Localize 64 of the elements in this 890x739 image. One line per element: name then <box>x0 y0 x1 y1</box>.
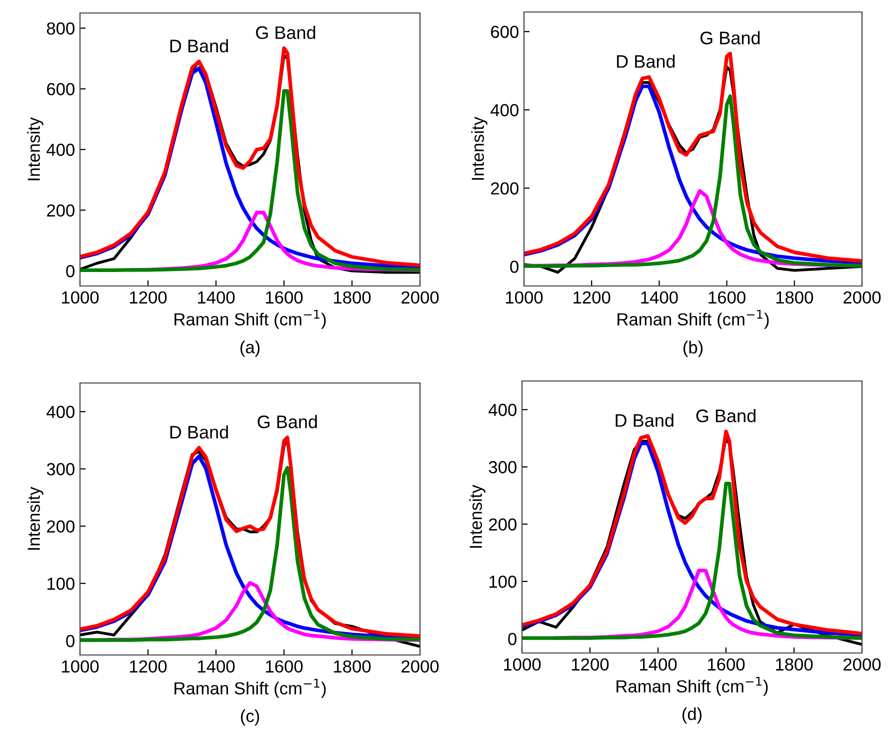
x-tick-label: 1000 <box>62 291 99 304</box>
x-tick-label: 1600 <box>266 660 303 673</box>
text: (d) <box>682 707 702 724</box>
text: (c) <box>240 709 260 726</box>
y-tick-label: 0 <box>66 265 74 278</box>
y-tick-label: 300 <box>46 463 74 476</box>
y-tick-label: 100 <box>490 576 516 588</box>
text: (b) <box>683 340 703 357</box>
x-tick-label: 2000 <box>844 291 881 304</box>
x-tick-label: 1200 <box>574 291 610 304</box>
annotation: G Band <box>700 31 760 44</box>
x-axis-title: Raman Shift (cm$^{−1}$) <box>174 310 326 329</box>
x-tick-label: 1000 <box>504 658 541 671</box>
x-tick-label: 1400 <box>198 291 235 304</box>
x-tick-label: 1600 <box>266 291 303 304</box>
annotation: D Band <box>617 54 675 68</box>
x-tick-label: 2000 <box>402 660 439 673</box>
x-tick-label: 1000 <box>62 660 99 673</box>
y-tick-label: 200 <box>491 182 518 195</box>
y-tick-label: 400 <box>46 406 74 418</box>
y-axis-title: Intensity <box>469 484 486 548</box>
annotation: D Band <box>170 425 228 439</box>
y-tick-label: 600 <box>491 26 518 38</box>
x-tick-label: 1200 <box>572 658 609 671</box>
y-tick-label: 400 <box>46 144 74 156</box>
x-tick-label: 1400 <box>198 660 235 673</box>
x-tick-label: 1800 <box>334 291 371 304</box>
x-axis-title: Raman Shift (cm$^{−1}$) <box>618 310 769 329</box>
x-tick-label: 1600 <box>708 291 746 304</box>
y-tick-label: 200 <box>47 204 74 217</box>
x-tick-label: 1800 <box>776 658 813 671</box>
x-tick-label: 1600 <box>708 658 745 671</box>
x-axis-title: Raman Shift (cm$^{−1}$) <box>616 676 768 696</box>
x-tick-label: 1800 <box>776 291 814 304</box>
y-tick-label: 600 <box>47 83 74 96</box>
y-axis-title: Intensity <box>27 117 44 180</box>
y-tick-label: 0 <box>510 260 518 273</box>
y-tick-label: 0 <box>508 632 516 646</box>
y-tick-label: 100 <box>48 578 74 590</box>
annotation: G Band <box>256 26 316 40</box>
annotation: D Band <box>616 414 674 427</box>
y-tick-label: 300 <box>488 461 516 474</box>
y-tick-label: 400 <box>488 404 516 416</box>
y-tick-label: 200 <box>489 518 516 531</box>
y-tick-label: 200 <box>47 520 74 533</box>
x-tick-label: 1200 <box>130 291 167 304</box>
y-tick-label: 400 <box>490 104 518 116</box>
x-tick-label: 1400 <box>641 291 678 304</box>
x-tick-label: 1000 <box>506 291 543 304</box>
annotation: G Band <box>258 415 317 428</box>
text: (a) <box>240 340 260 357</box>
x-tick-label: 2000 <box>402 291 439 304</box>
y-tick-label: 0 <box>66 634 74 648</box>
annotation: D Band <box>170 39 228 52</box>
x-axis-title: Raman Shift (cm$^{−1}$) <box>174 678 326 698</box>
annotation: G Band <box>696 409 756 422</box>
y-tick-label: 800 <box>46 22 74 35</box>
y-axis-title: Intensity <box>27 486 44 550</box>
line-series <box>522 482 862 640</box>
x-tick-label: 1200 <box>130 660 167 673</box>
y-axis-title: Intensity <box>471 116 488 180</box>
x-tick-label: 1400 <box>640 658 677 671</box>
x-tick-label: 2000 <box>844 658 881 671</box>
x-tick-label: 1800 <box>334 660 371 673</box>
